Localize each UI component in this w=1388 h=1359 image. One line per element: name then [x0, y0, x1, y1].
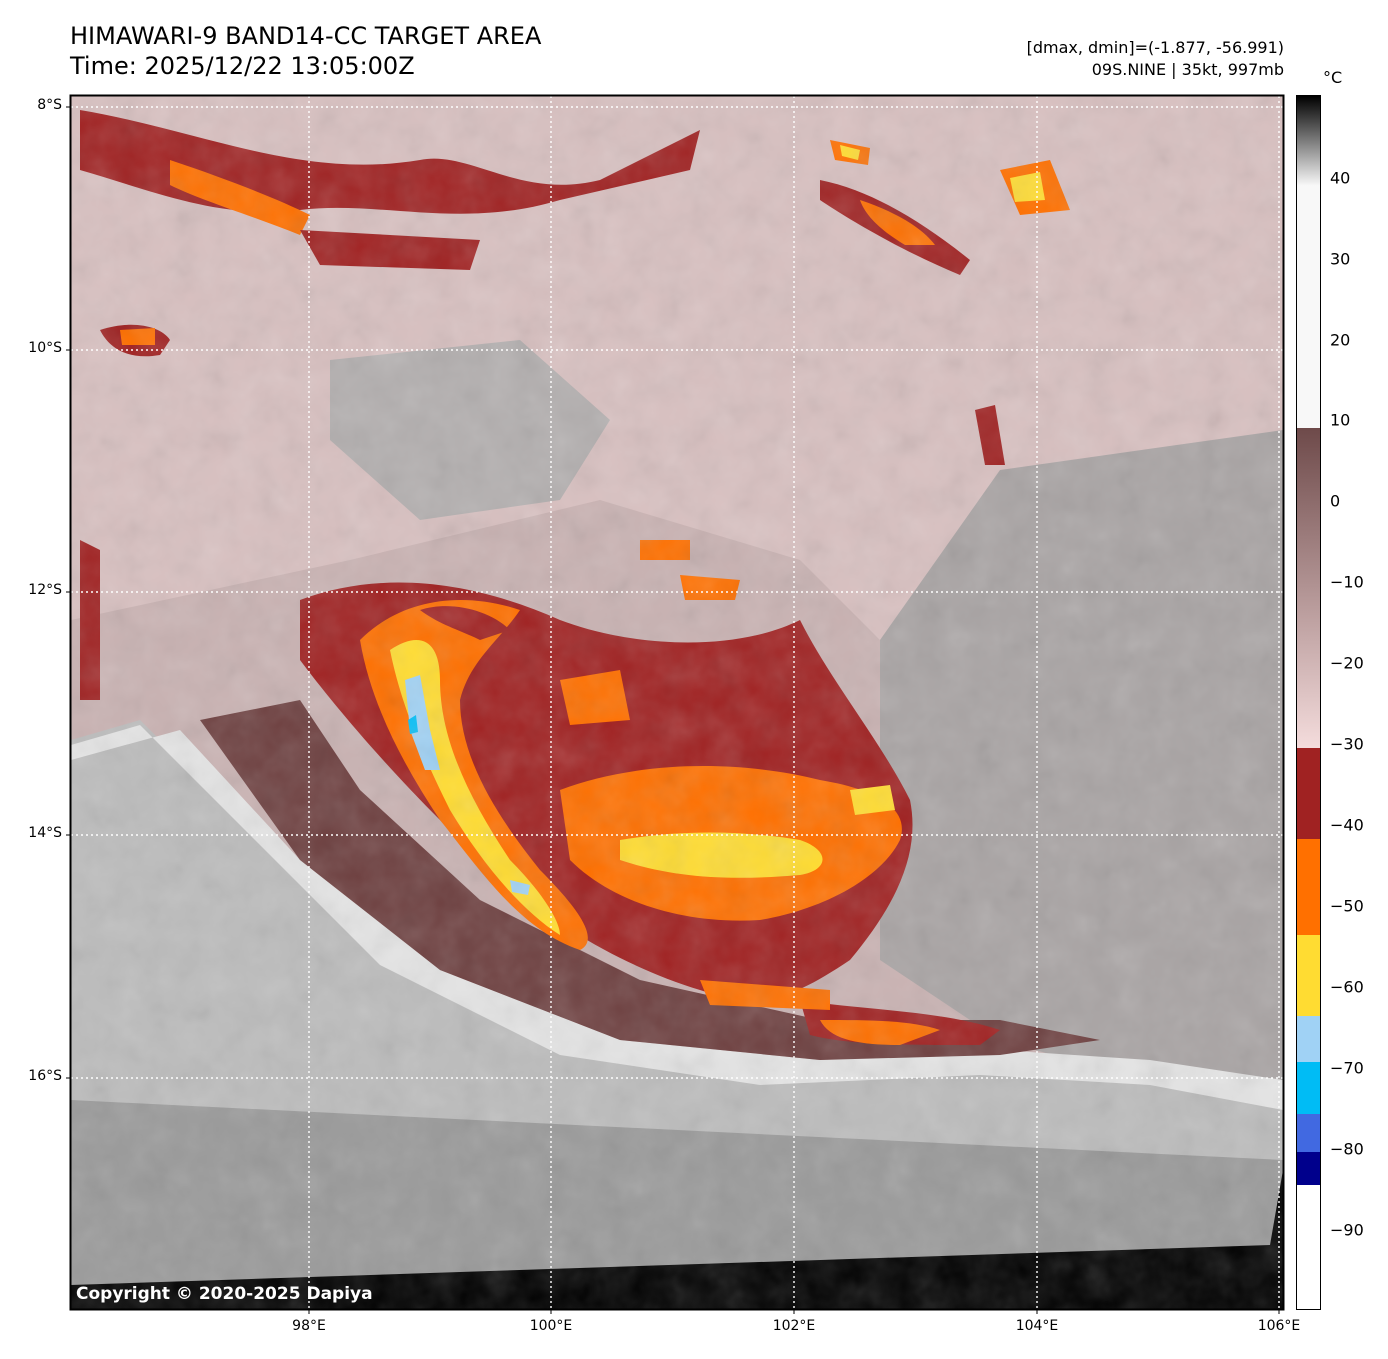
lon-label-100e: 100°E: [529, 1318, 573, 1334]
colorbar-tick-minus60: −60: [1330, 977, 1364, 997]
map-frame: [69, 94, 1285, 1311]
lat-label-8s: 8°S: [37, 97, 62, 113]
colorbar-tick-minus80: −80: [1330, 1139, 1364, 1159]
colorbar-tick-minus10: −10: [1330, 572, 1364, 592]
lon-label-98e: 98°E: [292, 1318, 326, 1334]
graticule: [71, 96, 1283, 1309]
colorbar-tick-minus20: −20: [1330, 653, 1364, 673]
tick-marks: [66, 106, 1280, 1314]
lat-label-14s: 14°S: [28, 825, 62, 841]
storm-info-label: 09S.NINE | 35kt, 997mb: [1091, 60, 1284, 79]
lon-label-104e: 104°E: [1015, 1318, 1059, 1334]
colorbar-tick-minus50: −50: [1330, 896, 1364, 916]
map-timestamp: Time: 2025/12/22 13:05:00Z: [70, 52, 415, 80]
lat-label-16s: 16°S: [28, 1068, 62, 1084]
map-title: HIMAWARI-9 BAND14-CC TARGET AREA: [70, 22, 542, 50]
data-range-label: [dmax, dmin]=(-1.877, -56.991): [1026, 38, 1284, 57]
colorbar-tick-0: 0: [1330, 491, 1341, 511]
colorbar-tick-40: 40: [1330, 168, 1351, 188]
colorbar-tick-30: 30: [1330, 249, 1351, 269]
lat-label-12s: 12°S: [28, 582, 62, 598]
lon-label-106e: 106°E: [1257, 1318, 1301, 1334]
lon-label-102e: 102°E: [772, 1318, 816, 1334]
colorbar-tick-minus70: −70: [1330, 1058, 1364, 1078]
copyright-label: Copyright © 2020-2025 Dapiya: [76, 1284, 373, 1304]
colorbar-tick-20: 20: [1330, 330, 1351, 350]
colorbar-tick-minus30: −30: [1330, 734, 1364, 754]
cloud-top-imagery: [71, 96, 1283, 1309]
colorbar-tick-minus90: −90: [1330, 1220, 1364, 1240]
colorbar: [1296, 95, 1321, 1310]
lat-label-10s: 10°S: [28, 340, 62, 356]
colorbar-tick-10: 10: [1330, 410, 1351, 430]
colorbar-unit: °C: [1323, 68, 1343, 87]
colorbar-tick-minus40: −40: [1330, 815, 1364, 835]
